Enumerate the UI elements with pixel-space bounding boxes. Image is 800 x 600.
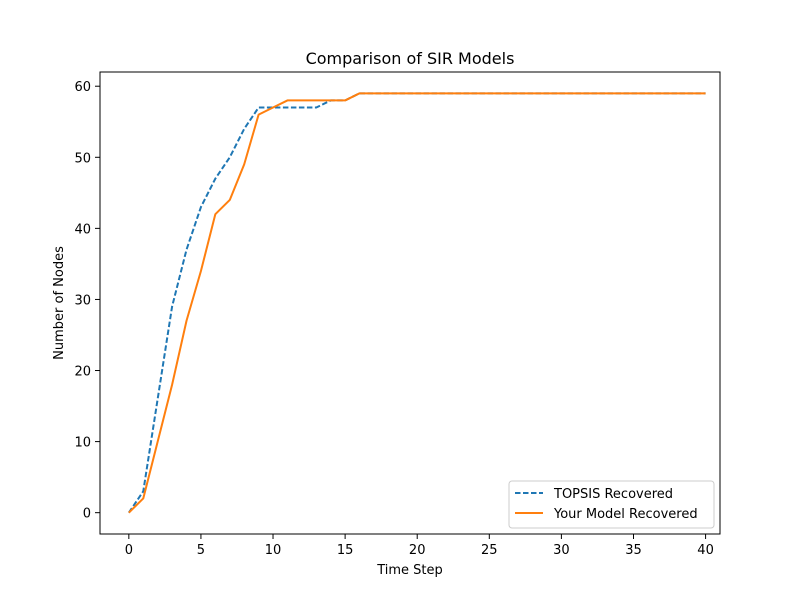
x-tick-label: 15 bbox=[337, 543, 354, 558]
x-tick-label: 5 bbox=[197, 543, 205, 558]
x-tick-label: 40 bbox=[697, 543, 714, 558]
chart-title: Comparison of SIR Models bbox=[306, 49, 515, 68]
x-tick-label: 25 bbox=[481, 543, 498, 558]
legend-box bbox=[508, 480, 715, 529]
x-axis-ticks: 0 5 10 15 20 25 30 35 40 bbox=[125, 534, 714, 558]
x-tick-label: 10 bbox=[265, 543, 282, 558]
x-tick-label: 35 bbox=[625, 543, 642, 558]
legend: TOPSIS Recovered Your Model Recovered bbox=[508, 480, 715, 529]
axes-frame bbox=[99, 71, 721, 535]
legend-label-topsis: TOPSIS Recovered bbox=[553, 487, 673, 502]
x-tick-label: 0 bbox=[125, 543, 133, 558]
x-tick-label: 20 bbox=[409, 543, 426, 558]
x-tick-label: 30 bbox=[553, 543, 570, 558]
y-tick-label: 30 bbox=[74, 293, 91, 308]
y-tick-label: 60 bbox=[74, 80, 91, 95]
series-line-your-model bbox=[128, 92, 706, 514]
x-axis-label: Time Step bbox=[376, 563, 443, 578]
y-axis-ticks: 0 10 20 30 40 50 60 bbox=[74, 80, 100, 522]
series-layer bbox=[128, 92, 706, 514]
legend-label-your-model: Your Model Recovered bbox=[553, 507, 698, 522]
y-tick-label: 50 bbox=[74, 151, 91, 166]
y-tick-label: 0 bbox=[83, 507, 91, 522]
y-axis-label: Number of Nodes bbox=[52, 246, 67, 360]
y-tick-label: 20 bbox=[74, 365, 91, 380]
y-tick-label: 40 bbox=[74, 222, 91, 237]
y-tick-label: 10 bbox=[74, 436, 91, 451]
